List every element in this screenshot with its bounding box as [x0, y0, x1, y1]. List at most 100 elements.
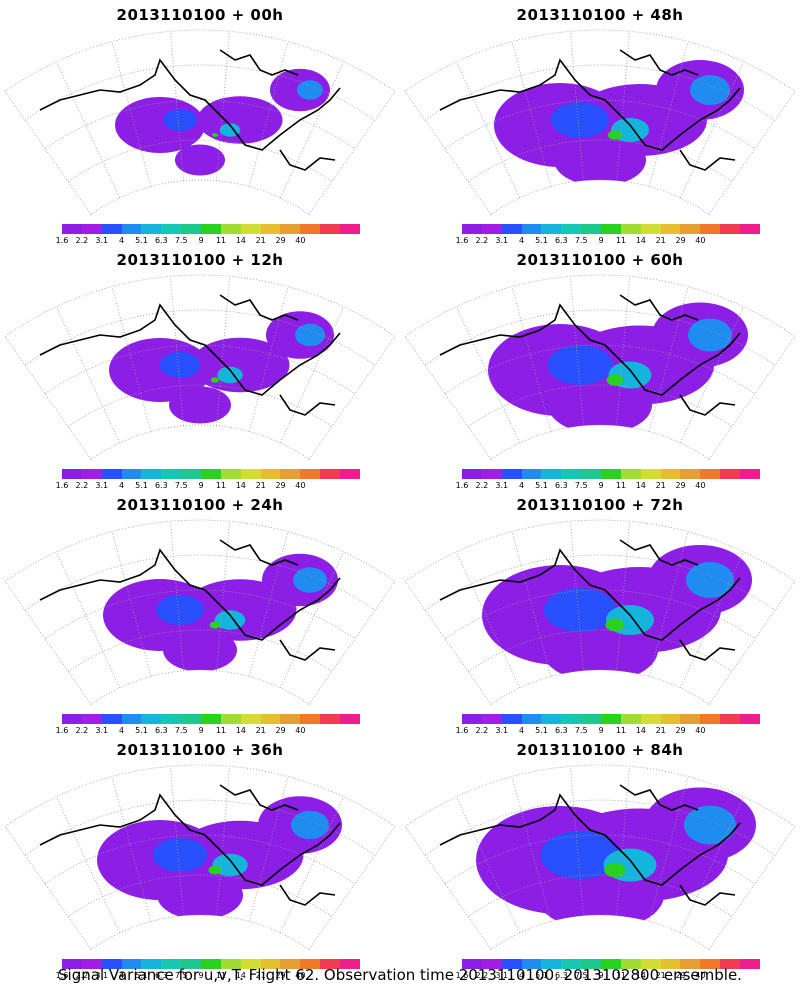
colorbar-label: 21: [255, 481, 266, 490]
colorbar-swatch: [141, 224, 162, 234]
colorbar-label: 4: [519, 726, 525, 735]
variance-contour: [547, 345, 613, 385]
colorbar-swatch: [240, 224, 261, 234]
latitude-line: [90, 179, 310, 215]
colorbar-swatch: [720, 224, 741, 234]
colorbar-label: 2.2: [475, 726, 489, 735]
variance-contour: [212, 133, 218, 137]
colorbar: [462, 469, 760, 479]
colorbar-swatch: [601, 469, 621, 479]
colorbar-label: 6.3: [554, 971, 568, 980]
colorbar-label: 4: [119, 971, 125, 980]
colorbar: [62, 469, 360, 479]
colorbar-labels: 1.6 2.2 3.1 4 5.1 6.3 7.5 9 11 14 21 29 40: [456, 726, 760, 736]
colorbar-swatch: [501, 959, 522, 969]
colorbar-label: 11: [615, 236, 627, 245]
colorbar-swatch: [581, 224, 602, 234]
colorbar-label: 2.2: [75, 971, 89, 980]
polar-map: [4, 29, 396, 215]
colorbar-label: 5.1: [135, 971, 148, 980]
variance-contour: [175, 144, 225, 176]
variance-contour: [684, 805, 736, 845]
colorbar-labels: 1.6 2.2 3.1 4 5.1 6.3 7.5 9 11 14 21 29 40: [56, 971, 360, 981]
colorbar-swatch: [561, 469, 582, 479]
colorbar-label: 3.1: [95, 971, 109, 980]
latitude-line: [404, 764, 796, 827]
colorbar-swatch: [260, 469, 281, 479]
colorbar-label: 21: [655, 971, 666, 980]
longitude-line: [708, 581, 796, 705]
variance-contour: [551, 102, 609, 138]
longitude-line: [308, 826, 396, 950]
colorbar-swatch: [121, 714, 142, 724]
polar-map: [404, 29, 796, 215]
longitude-line: [404, 581, 492, 705]
colorbar-label: 5.1: [535, 726, 548, 735]
colorbar-label: 3.1: [95, 726, 109, 735]
longitude-line: [4, 336, 92, 460]
colorbar-swatch: [81, 469, 102, 479]
colorbar-swatch: [541, 714, 562, 724]
colorbar-label: 40: [695, 971, 706, 980]
colorbar-label: 14: [635, 236, 646, 245]
colorbar-swatch: [300, 224, 321, 234]
colorbar-swatch: [700, 224, 721, 234]
latitude-line: [90, 914, 310, 950]
longitude-line: [708, 336, 796, 460]
colorbar-label: 9: [198, 971, 204, 980]
colorbar-label: 40: [295, 971, 306, 980]
coastline: [39, 539, 341, 661]
colorbar-swatch: [561, 714, 582, 724]
latitude-line: [24, 309, 376, 366]
map-panel: 2013110100 + 84h 1.6 2.2 3.1 4 5.1 6.3 7.5 9 11 14…: [400, 735, 800, 980]
colorbar-swatch: [640, 224, 661, 234]
variance-field: [109, 311, 334, 424]
colorbar-label: 6.3: [554, 481, 568, 490]
variance-contour: [208, 865, 222, 875]
coastline: [439, 294, 741, 416]
longitude-line: [308, 91, 396, 215]
colorbar-label: 29: [275, 481, 286, 490]
longitude-line: [169, 31, 184, 181]
colorbar-swatch: [561, 224, 582, 234]
latitude-line: [424, 799, 776, 856]
longitude-line: [111, 41, 152, 187]
colorbar-labels: 1.6 2.2 3.1 4 5.1 6.3 7.5 9 11 14 21 29 40: [456, 481, 760, 491]
colorbar-label: 4: [519, 236, 525, 245]
colorbar-swatch: [300, 959, 321, 969]
polar-map: [404, 764, 796, 950]
colorbar-label: 7.5: [174, 971, 188, 980]
colorbar-label: 6.3: [154, 726, 168, 735]
longitude-line: [616, 276, 631, 426]
variance-contour: [548, 376, 652, 434]
colorbar-swatch: [101, 959, 122, 969]
variance-contour: [540, 831, 620, 879]
graticule: [4, 29, 396, 215]
panel-title: 2013110100 + 24h: [116, 496, 284, 514]
polar-map: [4, 274, 396, 460]
colorbar-swatch: [240, 714, 261, 724]
colorbar-swatch: [462, 959, 482, 969]
colorbar-label: 29: [675, 971, 686, 980]
colorbar-label: 11: [215, 971, 227, 980]
colorbar-label: 5.1: [135, 726, 148, 735]
colorbar-label: 7.5: [574, 726, 588, 735]
colorbar-swatch: [121, 959, 142, 969]
polar-map: [404, 274, 796, 460]
colorbar-swatch: [740, 224, 760, 234]
panel-title: 2013110100 + 36h: [116, 741, 284, 759]
variance-contour: [544, 588, 616, 632]
colorbar-swatch: [501, 469, 522, 479]
colorbar-swatch: [62, 469, 82, 479]
colorbar-swatch: [240, 959, 261, 969]
colorbar-swatch: [220, 224, 241, 234]
colorbar-label: 11: [215, 236, 227, 245]
colorbar-label: 4: [119, 481, 125, 490]
colorbar-swatch: [320, 224, 341, 234]
variance-contour: [197, 96, 283, 144]
colorbar-label: 11: [215, 481, 227, 490]
colorbar-label: 2.2: [475, 971, 489, 980]
panel-title: 2013110100 + 84h: [516, 741, 684, 759]
colorbar-swatch: [660, 224, 681, 234]
colorbar-swatch: [101, 224, 122, 234]
